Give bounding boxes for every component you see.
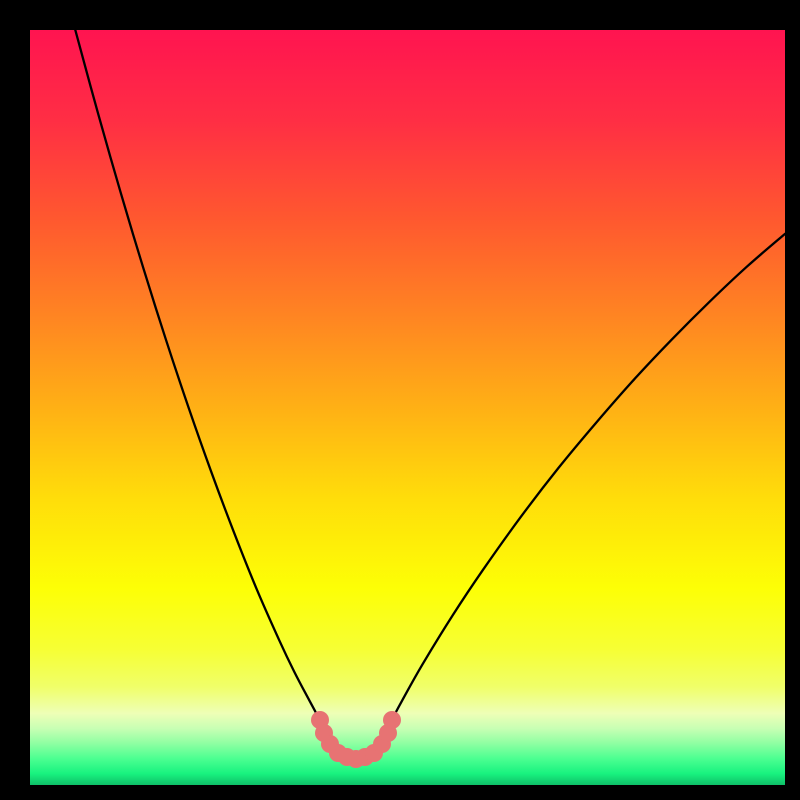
curve-marker xyxy=(383,711,401,729)
frame-border-right xyxy=(785,0,800,800)
frame-border-left xyxy=(0,0,30,800)
frame-border-bottom xyxy=(0,785,800,800)
curve-left-branch xyxy=(75,30,320,720)
plot-area xyxy=(30,30,785,785)
curve-layer xyxy=(30,30,785,785)
frame-border-top xyxy=(0,0,800,30)
chart-canvas: TheBottleneck.com xyxy=(0,0,800,800)
curve-right-branch xyxy=(392,234,785,720)
